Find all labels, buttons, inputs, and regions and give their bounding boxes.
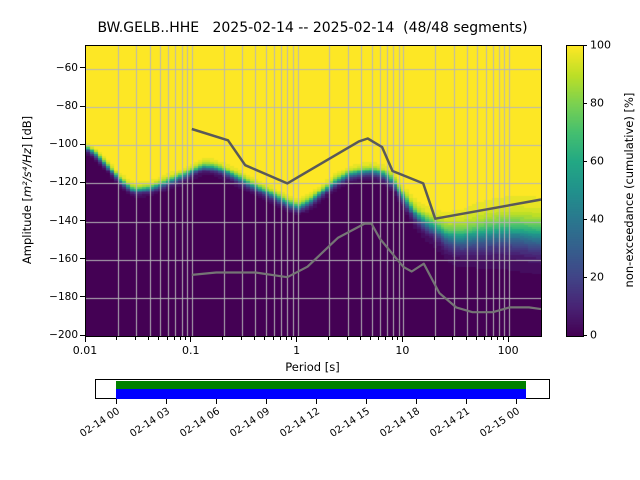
y-tick: [80, 181, 85, 183]
x-minor-tick: [391, 336, 393, 340]
timeline-tick: [416, 399, 418, 404]
colorbar-tick: [583, 102, 587, 104]
x-minor-tick: [327, 336, 329, 340]
y-tick: [80, 105, 85, 107]
x-minor-tick: [158, 336, 160, 340]
colorbar-tick-label: 40: [590, 212, 604, 226]
timeline-tick: [366, 399, 368, 404]
x-axis-label: Period [s]: [285, 360, 340, 374]
x-tick-label: 100: [497, 344, 519, 357]
x-minor-tick: [385, 336, 387, 340]
x-minor-tick: [359, 336, 361, 340]
x-minor-tick: [291, 336, 293, 340]
ppsd-heatmap: [86, 46, 541, 336]
x-minor-tick: [285, 336, 287, 340]
x-minor-tick: [491, 336, 493, 340]
x-minor-tick: [279, 336, 281, 340]
colorbar-tick: [583, 44, 587, 46]
y-tick-label: −80: [55, 100, 78, 113]
x-tick: [507, 336, 509, 342]
timeline-tick: [116, 399, 118, 404]
colorbar-gradient: [567, 46, 583, 336]
noise-model-curves: [191, 127, 541, 314]
y-tick-label: −100: [49, 138, 78, 151]
x-minor-tick: [497, 336, 499, 340]
x-tick: [296, 336, 298, 342]
x-minor-tick: [222, 336, 224, 340]
x-tick: [190, 336, 192, 342]
x-minor-tick: [484, 336, 486, 340]
y-tick: [80, 220, 85, 222]
x-minor-tick: [180, 336, 182, 340]
x-minor-tick: [475, 336, 477, 340]
x-tick-label: 0.01: [72, 344, 98, 357]
timeline-tick: [166, 399, 168, 404]
x-minor-tick: [370, 336, 372, 340]
x-minor-tick: [185, 336, 187, 340]
x-minor-tick: [134, 336, 136, 340]
y-tick: [80, 67, 85, 69]
x-tick-label: 10: [395, 344, 410, 357]
timeline-tick-label: 02-14 00: [77, 406, 122, 440]
x-tick-label: 1: [293, 344, 301, 357]
x-minor-tick: [465, 336, 467, 340]
y-tick-label: −120: [49, 176, 78, 189]
timeline-tick: [216, 399, 218, 404]
x-minor-tick: [452, 336, 454, 340]
plot-area: [85, 45, 542, 337]
x-minor-tick: [272, 336, 274, 340]
colorbar: [566, 45, 584, 337]
y-tick: [80, 258, 85, 260]
figure-title: BW.GELB..HHE 2025-02-14 -- 2025-02-14 (4…: [97, 20, 528, 36]
colorbar-tick-label: 100: [590, 38, 611, 52]
x-tick: [401, 336, 403, 342]
x-minor-tick: [240, 336, 242, 340]
x-tick-label: 0.1: [182, 344, 200, 357]
colorbar-tick: [583, 160, 587, 162]
y-tick-label: −60: [55, 61, 78, 74]
timeline-tick: [316, 399, 318, 404]
x-minor-tick: [346, 336, 348, 340]
timeline-tick: [516, 399, 518, 404]
x-minor-tick: [264, 336, 266, 340]
colorbar-label: non-exceedance (cumulative) [%]: [622, 92, 636, 288]
colorbar-tick-label: 80: [590, 96, 604, 110]
timeline-coverage-blue-bar: [116, 388, 526, 399]
timeline-tick: [266, 399, 268, 404]
x-minor-tick: [166, 336, 168, 340]
y-tick: [80, 296, 85, 298]
x-minor-tick: [116, 336, 118, 340]
y-tick-label: −180: [49, 290, 78, 303]
y-tick-label: −160: [49, 252, 78, 265]
x-minor-tick: [397, 336, 399, 340]
timeline-tick: [466, 399, 468, 404]
x-minor-tick: [502, 336, 504, 340]
x-minor-tick: [173, 336, 175, 340]
colorbar-tick-label: 60: [590, 154, 604, 168]
y-tick: [80, 334, 85, 336]
colorbar-tick-label: 20: [590, 270, 604, 284]
nlnm-curve: [191, 222, 541, 314]
x-minor-tick: [433, 336, 435, 340]
nhnm-curve: [191, 127, 541, 220]
timeline-coverage-green-bar: [116, 380, 526, 389]
colorbar-tick: [583, 218, 587, 220]
colorbar-tick-label: 0: [590, 328, 597, 342]
y-tick: [80, 143, 85, 145]
colorbar-tick: [583, 334, 587, 336]
x-tick: [84, 336, 86, 342]
x-minor-tick: [253, 336, 255, 340]
y-tick-label: −140: [49, 214, 78, 227]
y-tick-label: −200: [49, 329, 78, 341]
x-minor-tick: [378, 336, 380, 340]
colorbar-tick: [583, 276, 587, 278]
x-minor-tick: [148, 336, 150, 340]
timeline-coverage-box: [95, 379, 550, 399]
